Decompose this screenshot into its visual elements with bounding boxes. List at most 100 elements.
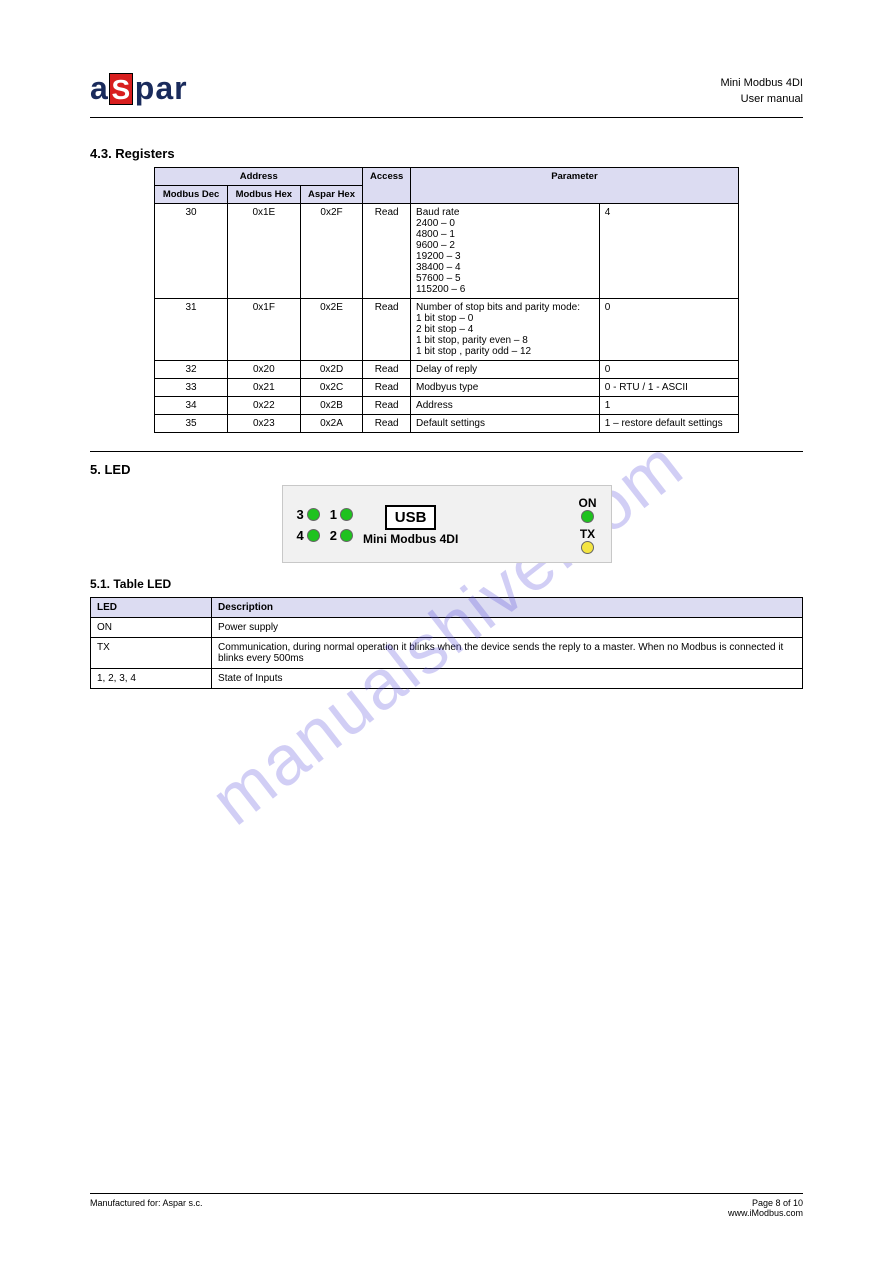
table-cell: 0 - RTU / 1 - ASCII bbox=[599, 379, 738, 397]
table-cell: Read bbox=[363, 379, 411, 397]
table-cell: 1 bbox=[599, 397, 738, 415]
page-header: a S p a r Mini Modbus 4DI User manual bbox=[90, 70, 803, 118]
table-cell: Read bbox=[363, 299, 411, 361]
table-cell: Read bbox=[363, 397, 411, 415]
th-address: Address bbox=[155, 168, 363, 186]
led-table: LED Description ONPower supplyTXCommunic… bbox=[90, 597, 803, 689]
table-cell: 0x1E bbox=[227, 204, 300, 299]
led-num: 3 bbox=[297, 507, 304, 522]
table-cell: Read bbox=[363, 361, 411, 379]
tx-led bbox=[581, 541, 594, 554]
table-cell: 0x20 bbox=[227, 361, 300, 379]
table-cell: 0x21 bbox=[227, 379, 300, 397]
table-cell: 1, 2, 3, 4 bbox=[91, 669, 212, 689]
table-cell: Modbyus type bbox=[411, 379, 600, 397]
table-cell: Power supply bbox=[212, 618, 803, 638]
on-led bbox=[581, 510, 594, 523]
th-modbus-hex: Modbus Hex bbox=[227, 186, 300, 204]
led-num: 1 bbox=[330, 507, 337, 522]
logo-letter: p bbox=[135, 70, 154, 107]
table-cell: 34 bbox=[155, 397, 228, 415]
input-led-4 bbox=[307, 529, 320, 542]
subsection-led-table-title: 5.1. Table LED bbox=[90, 577, 803, 591]
logo: a S p a r bbox=[90, 70, 186, 107]
table-cell: 32 bbox=[155, 361, 228, 379]
table-cell: 0x2F bbox=[300, 204, 363, 299]
register-table-body: 300x1E0x2FReadBaud rate 2400 – 0 4800 – … bbox=[155, 204, 739, 433]
register-table: Address Access Parameter Modbus Dec Modb… bbox=[154, 167, 739, 433]
led-device-diagram: 3 4 1 2 USB Mini Modbus 4DI ON TX bbox=[282, 485, 612, 563]
table-cell: State of Inputs bbox=[212, 669, 803, 689]
table-cell: 0x2B bbox=[300, 397, 363, 415]
table-cell: Read bbox=[363, 415, 411, 433]
logo-letter: a bbox=[90, 70, 107, 107]
led-right-col: ON TX bbox=[579, 496, 597, 554]
table-cell: 0 bbox=[599, 361, 738, 379]
table-cell: Baud rate 2400 – 0 4800 – 1 9600 – 2 192… bbox=[411, 204, 600, 299]
th-parameter: Parameter bbox=[411, 168, 739, 204]
table-cell: 0x22 bbox=[227, 397, 300, 415]
header-product: Mini Modbus 4DI bbox=[720, 76, 803, 91]
header-right: Mini Modbus 4DI User manual bbox=[720, 76, 803, 107]
table-cell: 4 bbox=[599, 204, 738, 299]
table-row: 300x1E0x2FReadBaud rate 2400 – 0 4800 – … bbox=[155, 204, 739, 299]
table-row: 320x200x2DReadDelay of reply0 bbox=[155, 361, 739, 379]
table-cell: 0x2E bbox=[300, 299, 363, 361]
footer-site: www.iModbus.com bbox=[728, 1208, 803, 1218]
on-label: ON bbox=[579, 496, 597, 510]
section-led-title: 5. LED bbox=[90, 462, 803, 477]
table-cell: Number of stop bits and parity mode: 1 b… bbox=[411, 299, 600, 361]
logo-letter-s: S bbox=[109, 73, 133, 105]
logo-letter: a bbox=[155, 70, 172, 107]
usb-label: USB bbox=[385, 505, 437, 530]
table-cell: 0x2C bbox=[300, 379, 363, 397]
table-cell: 0x2D bbox=[300, 361, 363, 379]
table-cell: 0 bbox=[599, 299, 738, 361]
led-table-body: ONPower supplyTXCommunication, during no… bbox=[91, 618, 803, 689]
table-cell: Address bbox=[411, 397, 600, 415]
table-cell: Communication, during normal operation i… bbox=[212, 638, 803, 669]
th-aspar-hex: Aspar Hex bbox=[300, 186, 363, 204]
table-row: 1, 2, 3, 4State of Inputs bbox=[91, 669, 803, 689]
table-cell: 1 – restore default settings bbox=[599, 415, 738, 433]
logo-letter: r bbox=[174, 70, 185, 107]
table-cell: TX bbox=[91, 638, 212, 669]
led-num: 4 bbox=[297, 528, 304, 543]
device-name-label: Mini Modbus 4DI bbox=[363, 532, 458, 546]
table-cell: Read bbox=[363, 204, 411, 299]
table-row: 310x1F0x2EReadNumber of stop bits and pa… bbox=[155, 299, 739, 361]
table-row: 330x210x2CReadModbyus type0 - RTU / 1 - … bbox=[155, 379, 739, 397]
header-subtitle: User manual bbox=[720, 92, 803, 107]
table-cell: 0x23 bbox=[227, 415, 300, 433]
th-description: Description bbox=[212, 598, 803, 618]
table-cell: 0x1F bbox=[227, 299, 300, 361]
page: manualshive.com a S p a r Mini Modbus 4D… bbox=[0, 0, 893, 1263]
led-num: 2 bbox=[330, 528, 337, 543]
table-row: TXCommunication, during normal operation… bbox=[91, 638, 803, 669]
input-led-1 bbox=[340, 508, 353, 521]
table-cell: 30 bbox=[155, 204, 228, 299]
input-led-3 bbox=[307, 508, 320, 521]
table-cell: 0x2A bbox=[300, 415, 363, 433]
section-registers-title: 4.3. Registers bbox=[90, 146, 803, 161]
page-footer: Manufactured for: Aspar s.c. Page 8 of 1… bbox=[90, 1193, 803, 1218]
footer-left: Manufactured for: Aspar s.c. bbox=[90, 1198, 203, 1208]
section-divider bbox=[90, 451, 803, 452]
table-row: 350x230x2AReadDefault settings1 – restor… bbox=[155, 415, 739, 433]
tx-label: TX bbox=[580, 527, 595, 541]
table-cell: Default settings bbox=[411, 415, 600, 433]
table-cell: Delay of reply bbox=[411, 361, 600, 379]
th-access: Access bbox=[363, 168, 411, 204]
th-led: LED bbox=[91, 598, 212, 618]
table-row: 340x220x2BReadAddress1 bbox=[155, 397, 739, 415]
table-cell: 35 bbox=[155, 415, 228, 433]
table-row: ONPower supply bbox=[91, 618, 803, 638]
footer-page: Page 8 of 10 bbox=[752, 1198, 803, 1208]
table-cell: 31 bbox=[155, 299, 228, 361]
table-cell: 33 bbox=[155, 379, 228, 397]
led-input-col: 1 2 bbox=[330, 507, 353, 543]
table-cell: ON bbox=[91, 618, 212, 638]
input-led-2 bbox=[340, 529, 353, 542]
led-input-col: 3 4 bbox=[297, 507, 320, 543]
th-modbus-dec: Modbus Dec bbox=[155, 186, 228, 204]
